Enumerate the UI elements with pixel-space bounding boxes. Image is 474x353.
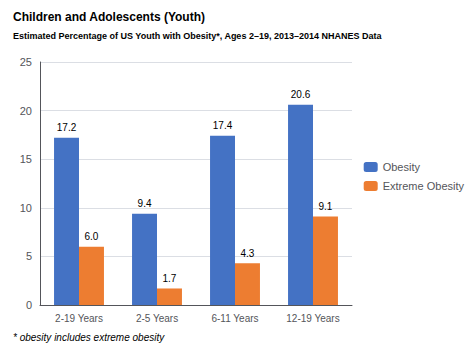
- svg-text:Children and Adolescents (Yout: Children and Adolescents (Youth): [13, 10, 205, 24]
- svg-text:10: 10: [20, 202, 32, 214]
- svg-text:20.6: 20.6: [291, 89, 311, 100]
- svg-text:2-19 Years: 2-19 Years: [55, 313, 103, 324]
- svg-text:4.3: 4.3: [241, 248, 255, 259]
- svg-text:0: 0: [26, 299, 32, 311]
- svg-text:6-11 Years: 6-11 Years: [211, 313, 258, 324]
- svg-text:Estimated Percentage of US You: Estimated Percentage of US Youth with Ob…: [13, 31, 382, 41]
- svg-text:5: 5: [26, 250, 32, 262]
- svg-text:17.2: 17.2: [57, 122, 77, 133]
- svg-text:15: 15: [20, 153, 32, 165]
- svg-text:12-19 Years: 12-19 Years: [286, 313, 339, 324]
- svg-text:20: 20: [20, 105, 32, 117]
- svg-text:17.4: 17.4: [213, 120, 233, 131]
- svg-text:2-5 Years: 2-5 Years: [136, 313, 178, 324]
- svg-text:1.7: 1.7: [163, 273, 177, 284]
- svg-text:9.1: 9.1: [319, 201, 333, 212]
- svg-text:25: 25: [20, 56, 32, 68]
- svg-text:Extreme Obesity: Extreme Obesity: [383, 180, 465, 192]
- svg-text:Obesity: Obesity: [383, 161, 421, 173]
- svg-text:9.4: 9.4: [138, 198, 152, 209]
- svg-text:* obesity includes extreme obe: * obesity includes extreme obesity: [13, 332, 165, 343]
- svg-text:6.0: 6.0: [85, 231, 99, 242]
